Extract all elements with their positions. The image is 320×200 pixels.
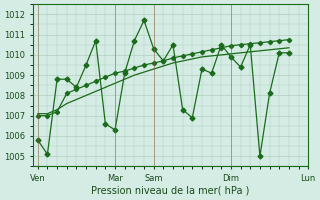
X-axis label: Pression niveau de la mer( hPa ): Pression niveau de la mer( hPa ) <box>92 186 250 196</box>
